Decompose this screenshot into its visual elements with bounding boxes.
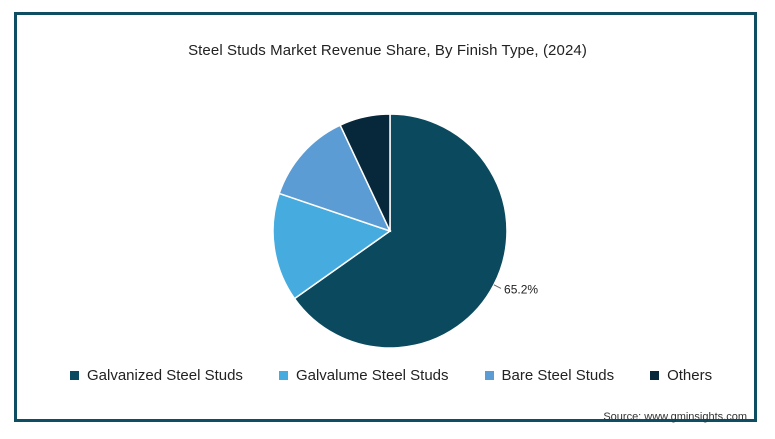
legend-swatch [650,371,660,380]
legend-swatch [484,371,494,380]
legend-item-galvalume: Galvalume Steel Studs [278,367,449,384]
legend-label: Bare Steel Studs [501,367,615,384]
legend-swatch [70,371,79,380]
pie-slice-galvalume [272,192,392,300]
legend-label: Others [667,367,713,384]
legend-label: Galvalume Steel Studs [295,367,449,384]
data-label-leader [493,284,502,289]
chart-title: Steel Studs Market Revenue Share, By Fin… [188,42,587,59]
legend-item-others: Others [650,367,712,384]
legend-label: Galvanized Steel Studs [87,367,243,384]
source-note: Source: www.gminsights.com [603,411,747,423]
legend-item-bare: Bare Steel Studs [484,367,615,384]
legend-item-galvanized: Galvanized Steel Studs [70,367,243,384]
pie-slice-bare [278,124,392,233]
data-label-galvanized: 65.2% [504,282,538,296]
legend-swatch [278,371,288,380]
chart-legend: Galvanized Steel Studs Galvalume Steel S… [70,367,735,384]
pie-slice-others [339,113,391,232]
pie-slice-galvanized [293,113,508,349]
